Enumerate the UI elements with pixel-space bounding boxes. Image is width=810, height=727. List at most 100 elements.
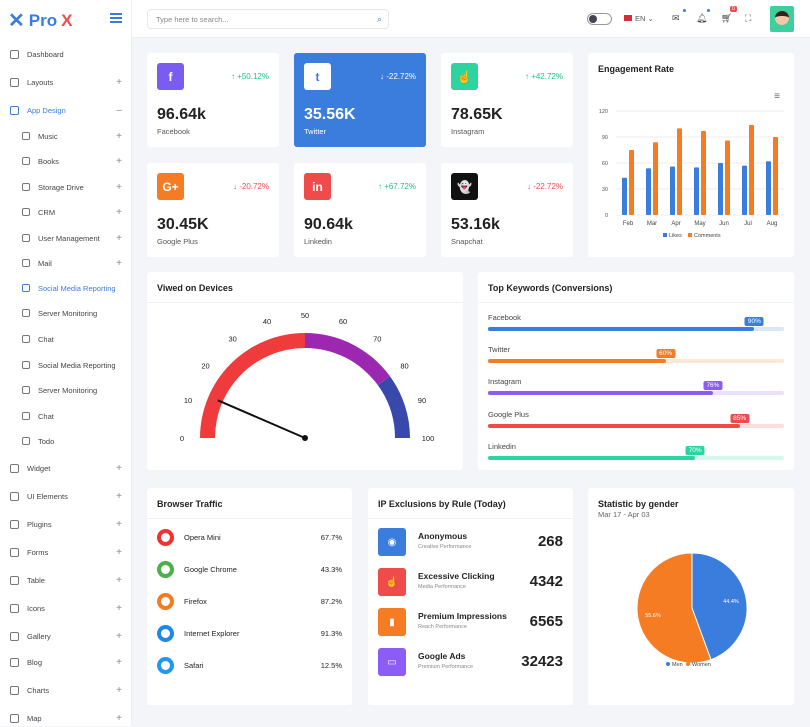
gauge-needle: [217, 399, 306, 439]
keyword-progress: 70%: [488, 446, 784, 460]
mail-icon[interactable]: ✉: [672, 13, 680, 23]
expand-icon: +: [116, 206, 122, 218]
gender-pie-chart: 44.4% 55.6% Men Women: [636, 552, 748, 668]
expand-icon: +: [116, 712, 122, 724]
arrow-icon: ↑: [230, 72, 235, 81]
menu-item-icon: [22, 386, 30, 394]
sidebar-item[interactable]: Plugins +: [0, 515, 132, 533]
stat-card[interactable]: 👻 ↓ -22.72% 53.16k Snapchat: [441, 163, 573, 257]
sidebar-item[interactable]: App Design –: [0, 101, 132, 119]
sidebar-item[interactable]: Social Media Reporting: [0, 279, 132, 297]
sidebar: ✕ Pro X Dashboard Layouts + App Design – Music +…: [0, 0, 132, 726]
menu-item-icon: [22, 335, 30, 343]
ip-row: ▭ Google Ads Premium Performance 32423: [378, 648, 563, 676]
stat-card[interactable]: in ↑ +67.72% 90.64k Linkedin: [294, 163, 426, 257]
sidebar-item[interactable]: Chat: [0, 407, 132, 425]
cart-icon[interactable]: 🛒︎: [721, 13, 733, 23]
menu-item-icon: [22, 132, 30, 140]
gauge-tick-label: 100: [422, 434, 435, 443]
expand-icon: +: [116, 130, 122, 142]
sidebar-item[interactable]: Server Monitoring: [0, 304, 132, 322]
browser-row: Opera Mini 67.7%: [157, 527, 342, 547]
search-input[interactable]: Type here to search... ⌕: [147, 9, 389, 29]
menu-item-icon: [10, 49, 19, 59]
sidebar-item[interactable]: Table +: [0, 571, 132, 589]
legend-label: Women: [692, 662, 711, 668]
menu-toggle-icon[interactable]: [110, 13, 122, 23]
gauge-tick-label: 40: [263, 317, 271, 326]
sidebar-item[interactable]: Layouts +: [0, 73, 132, 91]
sidebar-item[interactable]: Social Media Reporting: [0, 356, 132, 374]
sidebar-item[interactable]: Dashboard: [0, 45, 132, 63]
expand-icon: +: [116, 518, 122, 530]
theme-toggle[interactable]: [587, 13, 612, 25]
expand-icon: +: [116, 76, 122, 88]
sidebar-item[interactable]: Mail +: [0, 254, 132, 272]
browser-icon: [157, 656, 174, 674]
sidebar-item[interactable]: Todo: [0, 432, 132, 450]
gender-card: Statistic by gender Mar 17 - Apr 03 44.4…: [588, 488, 794, 705]
sidebar-item[interactable]: Blog +: [0, 653, 132, 671]
browser-row: Safari 12.5%: [157, 655, 342, 675]
y-tick-label: 120: [599, 109, 608, 115]
ip-row: ☝ Excessive Clicking Media Performance 4342: [378, 568, 563, 596]
menu-item-icon: [10, 603, 19, 613]
gauge-band: [305, 333, 390, 386]
sidebar-item[interactable]: UI Elements +: [0, 487, 132, 505]
menu-item-icon: [10, 519, 19, 529]
avatar[interactable]: [770, 6, 794, 32]
social-icon: f: [157, 63, 184, 90]
stat-card[interactable]: ☝ ↑ +42.72% 78.65K Instagram: [441, 53, 573, 147]
rule-icon: ☝: [378, 568, 406, 596]
expand-icon: +: [116, 232, 122, 244]
stat-card[interactable]: f ↑ +50.12% 96.64k Facebook: [147, 53, 279, 147]
menu-item-icon: [22, 259, 30, 267]
logo[interactable]: ✕ Pro X: [8, 10, 73, 32]
stat-card[interactable]: t ↓ -22.72% 35.56K Twitter: [294, 53, 426, 147]
devices-card: Viwed on Devices 0 10 20 30 40 50 60 70 80 90 100: [147, 272, 463, 470]
sidebar-item[interactable]: CRM +: [0, 203, 132, 221]
sidebar-item[interactable]: Books +: [0, 152, 132, 170]
x-tick-label: Feb: [623, 221, 634, 227]
stat-card[interactable]: G+ ↓ -20.72% 30.45K Google Plus: [147, 163, 279, 257]
expand-icon: +: [116, 602, 122, 614]
sidebar-item[interactable]: Map +: [0, 709, 132, 727]
legend-marker: [686, 662, 690, 666]
sidebar-item[interactable]: Forms +: [0, 543, 132, 561]
bell-icon[interactable]: 🔔︎: [696, 13, 708, 23]
sidebar-item[interactable]: Server Monitoring: [0, 381, 132, 399]
menu-item-icon: [10, 105, 19, 115]
social-icon: 👻: [451, 173, 478, 200]
keyword-progress: 60%: [488, 349, 784, 363]
gauge-pivot: [302, 435, 308, 441]
card-title: Viwed on Devices: [157, 283, 233, 293]
bar-likes: [694, 167, 699, 215]
browser-row: Firefox 87.2%: [157, 591, 342, 611]
expand-icon: +: [116, 656, 122, 668]
chart-menu-icon[interactable]: ≡: [774, 91, 780, 102]
fullscreen-icon[interactable]: ⛶: [745, 13, 752, 23]
gauge-tick-label: 20: [201, 362, 209, 371]
legend-marker: [663, 233, 667, 237]
keyword-row: Instagram 76%: [488, 377, 784, 407]
menu-item-icon: [10, 547, 19, 557]
language-select[interactable]: EN ⌄: [624, 14, 654, 23]
sidebar-item[interactable]: Widget +: [0, 459, 132, 477]
sidebar-item[interactable]: Charts +: [0, 681, 132, 699]
menu-item-icon: [10, 491, 19, 501]
sidebar-item[interactable]: Gallery +: [0, 627, 132, 645]
pie-slice-men: [691, 552, 748, 661]
sidebar-item[interactable]: Chat: [0, 330, 132, 348]
search-icon[interactable]: ⌕: [376, 14, 382, 24]
sidebar-item[interactable]: Music +: [0, 127, 132, 145]
expand-icon: +: [116, 462, 122, 474]
sidebar-item[interactable]: User Management +: [0, 229, 132, 247]
sidebar-item[interactable]: Icons +: [0, 599, 132, 617]
menu-item-icon: [10, 463, 19, 473]
card-title: Engagement Rate: [598, 64, 675, 74]
keyword-row: Twitter 60%: [488, 345, 784, 375]
browser-card: Browser Traffic Opera Mini 67.7% Google Ch…: [147, 488, 352, 705]
gauge-band: [377, 376, 410, 438]
sidebar-item[interactable]: Storage Drive +: [0, 178, 132, 196]
x-tick-label: Jul: [744, 221, 752, 227]
